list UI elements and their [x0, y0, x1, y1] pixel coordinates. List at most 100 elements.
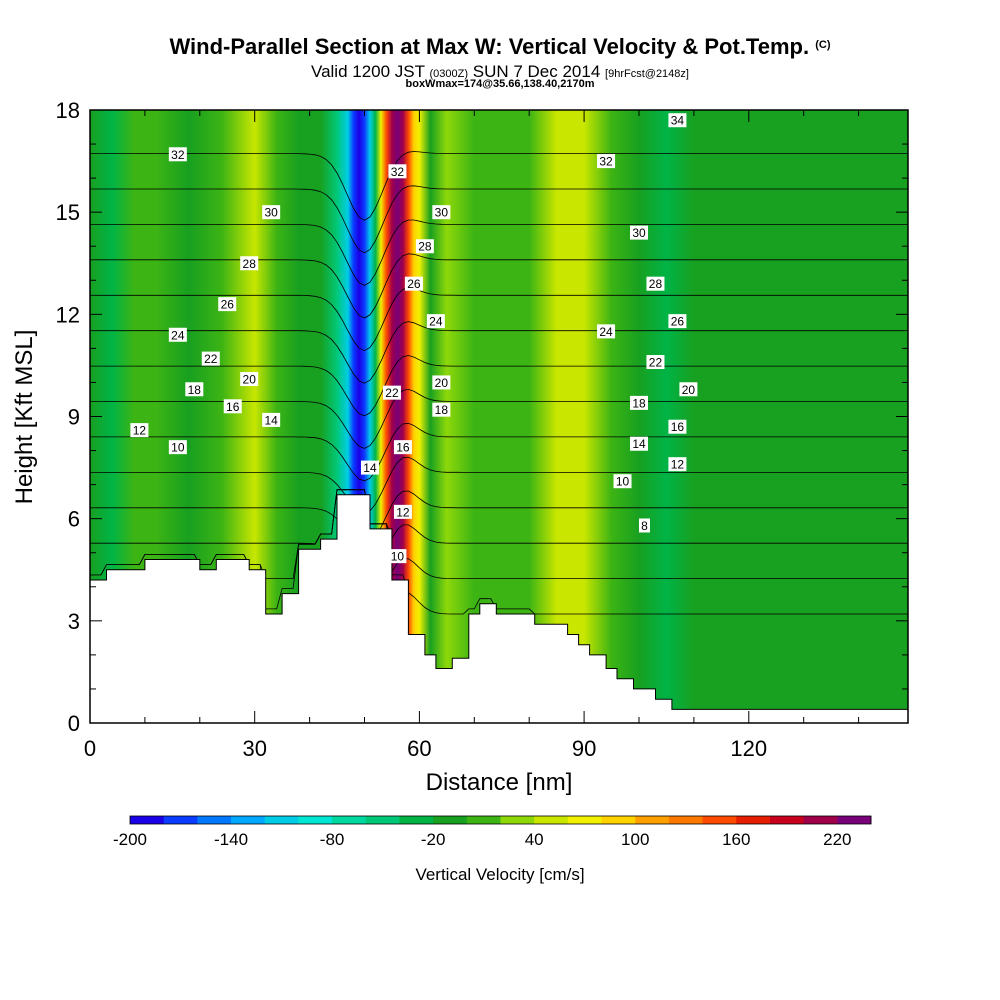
contour-label: 20: [679, 382, 698, 397]
x-tick-label: 90: [572, 736, 596, 761]
pot-temp-contours: [90, 151, 908, 615]
svg-text:12: 12: [396, 505, 410, 519]
contour-label: 20: [432, 375, 451, 390]
valid-time: Valid 1200 JST: [311, 62, 425, 81]
contour-label: 18: [185, 382, 204, 397]
svg-text:20: 20: [243, 373, 257, 387]
x-tick-label: 30: [242, 736, 266, 761]
contour-label: 14: [629, 436, 648, 451]
colorbar-swatch: [736, 816, 771, 824]
svg-text:32: 32: [391, 165, 405, 179]
contour-label: 24: [426, 314, 445, 329]
contour-label: 18: [432, 402, 451, 417]
y-tick-label: 0: [68, 711, 80, 736]
contour-label: 12: [668, 457, 687, 472]
colorbar-swatch: [534, 816, 569, 824]
colorbar-swatch: [365, 816, 400, 824]
contour-label: 24: [597, 324, 616, 339]
contour-label: 34: [668, 113, 687, 128]
contour-label: 28: [415, 239, 434, 254]
svg-text:30: 30: [435, 206, 449, 220]
contour-label: 18: [629, 395, 648, 410]
svg-text:20: 20: [682, 383, 696, 397]
svg-text:12: 12: [133, 424, 147, 438]
colorbar-swatch: [500, 816, 535, 824]
colorbar-swatch: [668, 816, 704, 824]
x-axis: 0 30 60 90 120: [84, 110, 860, 761]
x-tick-label: 0: [84, 736, 96, 761]
colorbar-swatch: [567, 816, 603, 824]
svg-text:16: 16: [671, 420, 685, 434]
colorbar-swatch: [635, 816, 670, 824]
contour-label: 16: [393, 440, 412, 455]
svg-text:18: 18: [632, 396, 646, 410]
contour-label: 32: [597, 154, 616, 169]
contour-label: 22: [382, 385, 401, 400]
colorbar-swatch: [601, 816, 636, 824]
colorbar-tick-label: -80: [320, 830, 345, 849]
y-tick-label: 15: [56, 200, 80, 225]
svg-text:32: 32: [599, 155, 613, 169]
contour-label: 12: [130, 423, 149, 438]
svg-text:16: 16: [226, 400, 240, 414]
svg-text:24: 24: [599, 325, 613, 339]
y-tick-label: 18: [56, 98, 80, 123]
svg-text:30: 30: [264, 206, 278, 220]
svg-text:16: 16: [396, 441, 410, 455]
contour-line-10: [90, 489, 908, 579]
svg-text:18: 18: [435, 403, 449, 417]
contour-label: 16: [223, 399, 242, 414]
contour-line-16: [90, 456, 908, 514]
valid-utc: (0300Z): [429, 68, 468, 80]
contour-label: 20: [240, 372, 259, 387]
svg-text:26: 26: [407, 277, 421, 291]
contour-label: 26: [218, 297, 237, 312]
colorbar-tick-label: -20: [421, 830, 446, 849]
forecast-info: [9hrFcst@2148z]: [605, 68, 689, 80]
colorbar-tick-label: -200: [113, 830, 147, 849]
svg-text:10: 10: [171, 441, 185, 455]
contour-label: 24: [168, 327, 187, 342]
svg-text:14: 14: [632, 437, 646, 451]
x-tick-label: 120: [730, 736, 767, 761]
colorbar-tick-label: -140: [214, 830, 248, 849]
svg-text:28: 28: [418, 240, 432, 254]
svg-text:22: 22: [204, 352, 218, 366]
svg-text:28: 28: [243, 257, 257, 271]
contour-line-30: [90, 219, 908, 286]
chart-title-text: Wind-Parallel Section at Max W: Vertical…: [169, 34, 810, 59]
x-axis-title: Distance [nm]: [426, 769, 573, 796]
colorbar: -200 -140 -80 -20 40 100 160 220: [113, 815, 872, 849]
colorbar-swatch: [332, 816, 367, 824]
colorbar-swatch: [433, 816, 468, 824]
colorbar-tick-label: 160: [722, 830, 750, 849]
contour-label: 28: [240, 256, 259, 271]
y-tick-label: 3: [68, 609, 80, 634]
svg-text:12: 12: [671, 458, 685, 472]
colorbar-swatch: [837, 816, 872, 824]
y-axis: 0 3 6 9 12 15 18: [56, 98, 908, 736]
colorbar-swatch: [163, 816, 198, 824]
contour-labels: 32 30 28 26 24 22 20 18 16 14 12 10 32 30 28 26 24 22 20 18…: [130, 113, 698, 564]
colorbar-title: Vertical Velocity [cm/s]: [415, 865, 584, 884]
chart-subtitle: Valid 1200 JST (0300Z) SUN 7 Dec 2014 [9…: [0, 62, 1000, 82]
svg-text:24: 24: [171, 328, 185, 342]
contour-label: 22: [201, 351, 220, 366]
svg-text:22: 22: [649, 356, 663, 370]
colorbar-swatch: [197, 816, 232, 824]
contour-line-22: [90, 355, 908, 417]
svg-text:34: 34: [671, 114, 685, 128]
y-tick-label: 9: [68, 405, 80, 430]
contour-label: 26: [668, 314, 687, 329]
contour-label: 12: [393, 504, 412, 519]
svg-text:14: 14: [363, 461, 377, 475]
svg-text:8: 8: [641, 519, 648, 533]
svg-text:26: 26: [221, 298, 235, 312]
colorbar-swatch: [264, 816, 299, 824]
contour-label: 8: [638, 518, 650, 533]
contour-label: 14: [360, 460, 379, 475]
svg-text:22: 22: [385, 386, 399, 400]
colorbar-tick-label: 220: [823, 830, 851, 849]
svg-text:14: 14: [264, 413, 278, 427]
contour-line-26: [90, 287, 908, 352]
